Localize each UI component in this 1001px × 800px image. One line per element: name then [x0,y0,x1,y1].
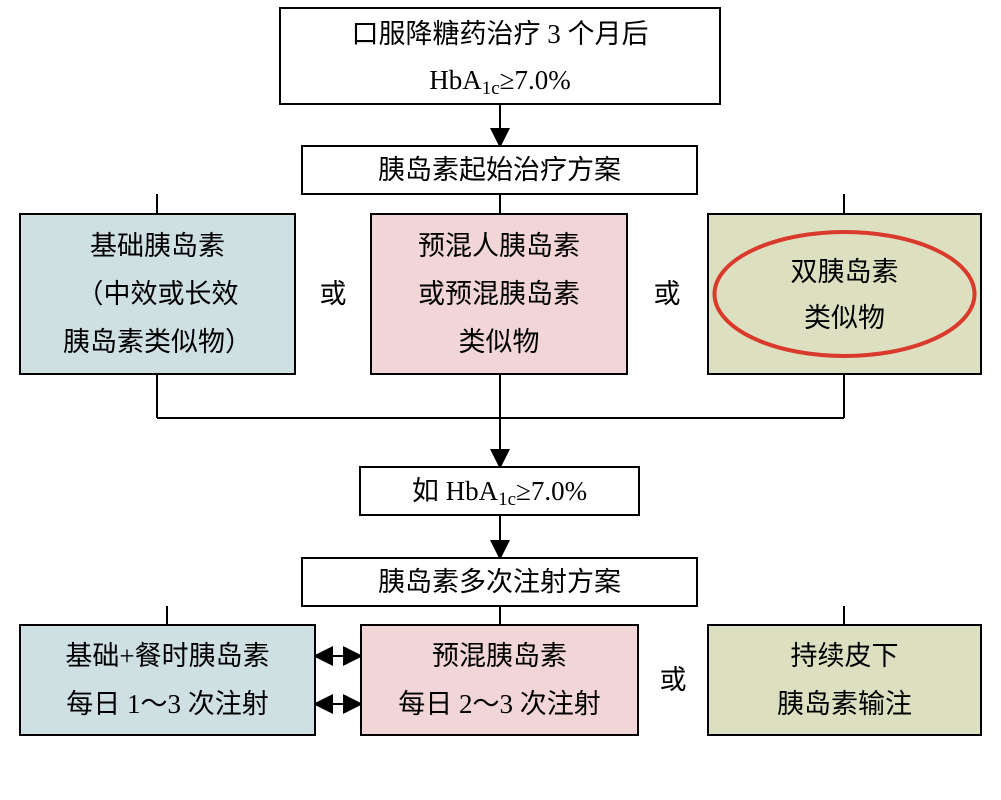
flow-node-n9: 预混胰岛素每日 2～3 次注射 [361,625,638,735]
node-text: 每日 2～3 次注射 [398,689,601,719]
node-text: HbA1c≥7.0% [429,65,571,99]
node-text: 胰岛素多次注射方案 [378,567,621,597]
node-text: 口服降糖药治疗 3 个月后 [352,19,649,49]
node-text: 双胰岛素 [791,257,899,287]
node-text: 胰岛素起始治疗方案 [378,155,621,185]
flow-node-n2: 胰岛素起始治疗方案 [302,146,697,194]
flow-node-n7: 胰岛素多次注射方案 [302,558,697,606]
node-text: 或预混胰岛素 [418,279,580,309]
or-label-2: 或 [660,665,687,695]
flow-node-n6: 如 HbA1c≥7.0% [360,467,639,515]
flow-node-n5: 双胰岛素类似物 [708,214,981,374]
node-text: 预混胰岛素 [432,641,567,671]
or-label-1: 或 [654,279,681,309]
flow-node-n3: 基础胰岛素 （中效或长效胰岛素类似物） [20,214,295,374]
flow-node-n8: 基础+餐时胰岛素每日 1～3 次注射 [20,625,315,735]
node-text: 胰岛素输注 [777,689,912,719]
node-text: 基础胰岛素 [90,231,225,261]
flowchart-canvas: 口服降糖药治疗 3 个月后 HbA1c≥7.0% 胰岛素起始治疗方案基础胰岛素 （中效… [0,0,1001,800]
node-text: 基础+餐时胰岛素 [65,641,269,671]
flow-node-n4: 预混人胰岛素或预混胰岛素类似物 [371,214,627,374]
node-text: 类似物 [459,327,540,357]
node-text: 持续皮下 [791,641,899,671]
node-text: 每日 1～3 次注射 [66,689,269,719]
node-text: （中效或长效 [77,279,239,309]
node-text: 类似物 [804,303,885,333]
node-text: 胰岛素类似物） [63,327,252,357]
node-text: 预混人胰岛素 [418,231,580,261]
flow-node-n10: 持续皮下胰岛素输注 [708,625,981,735]
or-label-0: 或 [320,279,347,309]
flow-node-n1: 口服降糖药治疗 3 个月后 HbA1c≥7.0% [280,8,720,104]
